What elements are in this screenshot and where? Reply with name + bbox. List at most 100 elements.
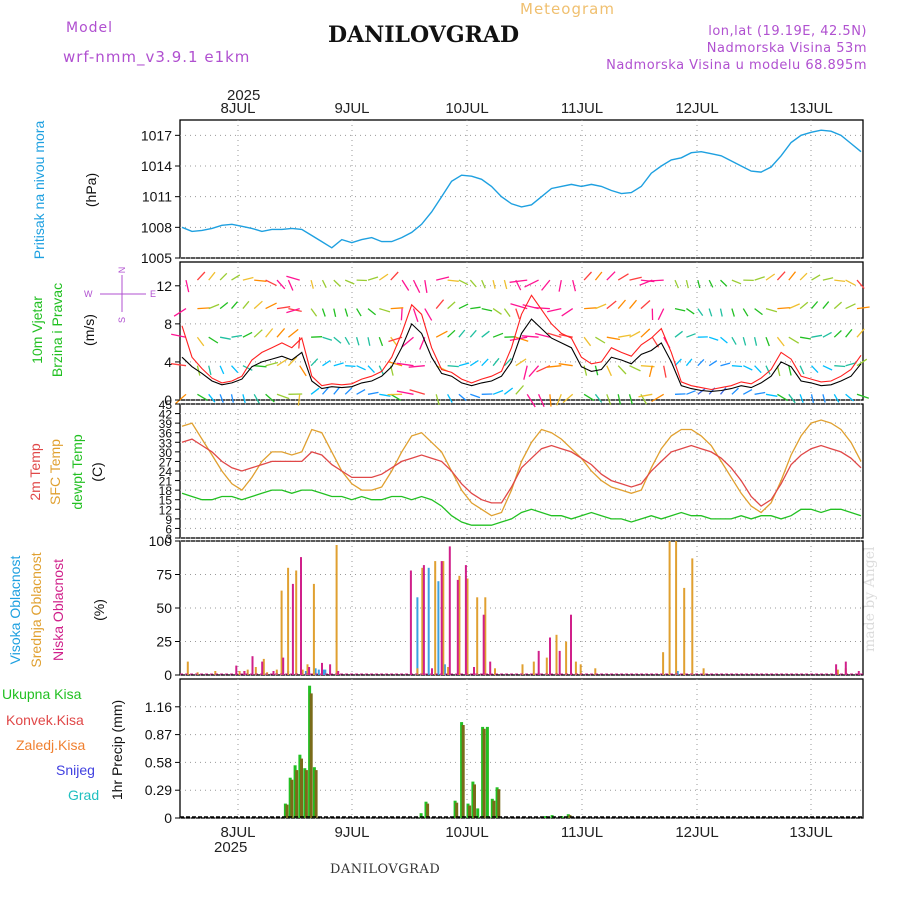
wind-arrow [765, 273, 776, 281]
total-precip-bar [471, 781, 475, 818]
wind-axis-subtitle: Brzina i Pravac [49, 283, 65, 377]
wind-arrow [788, 303, 800, 310]
wind-arrow [378, 365, 384, 375]
wind-arrow [583, 336, 592, 347]
wind-arrow [481, 358, 489, 367]
wind-arrow [534, 307, 550, 310]
wind-unit: (m/s) [81, 314, 97, 346]
low-cloud-bar [422, 565, 425, 675]
wind-arrow [845, 303, 856, 310]
wind-arrow [447, 365, 459, 368]
wind-arrow [799, 301, 809, 310]
low-cloud-bar [482, 614, 485, 675]
day-label-bottom: 11JUL [561, 824, 603, 841]
wind-arrow [799, 365, 805, 375]
total-precip-bar [312, 767, 316, 818]
wind-arrow [344, 387, 353, 395]
total-precip-bar [288, 777, 292, 818]
wind-arrow [753, 337, 758, 346]
wind-arrow [388, 361, 403, 367]
wind-arrow [378, 273, 389, 281]
y-tick-label: 24 [159, 465, 173, 479]
wind-arrow [606, 365, 612, 377]
mid-cloud-bar [186, 661, 189, 675]
total-precip-bar [293, 765, 297, 818]
mid-cloud-bar [484, 597, 487, 675]
wind-arrow [265, 302, 277, 310]
model-altitude-label: Nadmorska Visina u modelu 68.895m [606, 58, 867, 73]
wind-arrow [390, 336, 398, 347]
wind-arrow [197, 307, 210, 310]
low-cloud-bar [448, 546, 451, 675]
wind-arrow [720, 279, 728, 287]
wind-arrow [379, 393, 391, 397]
wind-arrow [788, 336, 800, 344]
wind-arrow [401, 279, 410, 291]
wind-arrow [629, 330, 641, 338]
wind-arrow [254, 365, 267, 368]
wind-arrow [547, 307, 562, 313]
wind-arrow [708, 360, 718, 367]
wind-arrow [606, 394, 612, 405]
day-label-top: 10JUL [445, 100, 488, 117]
mid-cloud-bar [521, 664, 524, 675]
wind-arrow [526, 393, 536, 408]
wind-arrow [333, 308, 337, 317]
mid-cloud-bar [691, 558, 694, 675]
mid-cloud-bar [280, 590, 283, 675]
day-label-bottom: 13JUL [789, 824, 832, 841]
wind-arrow [822, 301, 830, 310]
wind-arrow [458, 329, 466, 338]
wind-arrow [390, 393, 402, 401]
wind-arrow [754, 391, 766, 395]
wind-arrow [777, 393, 789, 402]
y-tick-label: 1011 [142, 189, 172, 205]
wind-arrow [822, 365, 833, 371]
wind-arrow [481, 279, 486, 289]
wind-arrow [276, 358, 288, 367]
conv-precip-bar [468, 805, 472, 818]
low-cloud-bar [473, 667, 475, 675]
low-cloud-bar [321, 662, 323, 675]
wind-arrow [310, 358, 319, 367]
mid-cloud-bar [434, 561, 437, 675]
wind-arrow [458, 362, 470, 367]
wind-arrow [253, 300, 263, 310]
frozen-precip-legend: Zaledj.Kisa [16, 737, 85, 753]
wind-arrow [344, 308, 349, 317]
wind-arrow [509, 336, 528, 342]
low-cloud-bar [243, 671, 246, 675]
wind-arrow [409, 389, 425, 395]
wind-arrow [504, 387, 514, 395]
wind-arrow [856, 328, 865, 338]
wind-arrow [674, 307, 686, 312]
wind-arrow [674, 330, 683, 338]
wind-arrow [367, 391, 379, 395]
wind-arrow [708, 336, 719, 341]
low-cloud-bar [409, 570, 412, 675]
wind-arrow [276, 279, 286, 290]
wind-arrow [287, 279, 294, 291]
year-bottom-label: 2025 [214, 839, 247, 856]
mid-cloud-axis-title: Srednja Oblacnost [28, 552, 44, 667]
mid-cloud-bar [574, 661, 577, 675]
wind-arrow [469, 329, 477, 338]
wind-arrow [629, 276, 642, 281]
wind-arrow [231, 334, 243, 338]
wind-arrow [481, 330, 490, 338]
wind-arrow [541, 279, 551, 291]
wind-arrow [657, 308, 665, 321]
mid-cloud-bar [662, 652, 665, 675]
total-precip-bar [303, 768, 307, 818]
wind-arrow [799, 394, 804, 403]
temp2m-axis-title: 2m Temp [27, 443, 43, 501]
wind-arrow [547, 332, 562, 338]
low-cloud-bar [537, 650, 540, 675]
conv-precip-bar [482, 728, 486, 818]
wind-arrow [265, 361, 279, 367]
wind-arrow [208, 393, 216, 403]
cloud-unit: (%) [91, 599, 107, 621]
total-precip-bar [308, 685, 312, 818]
y-tick-label: 15 [159, 494, 173, 508]
wind-arrow [503, 358, 512, 367]
